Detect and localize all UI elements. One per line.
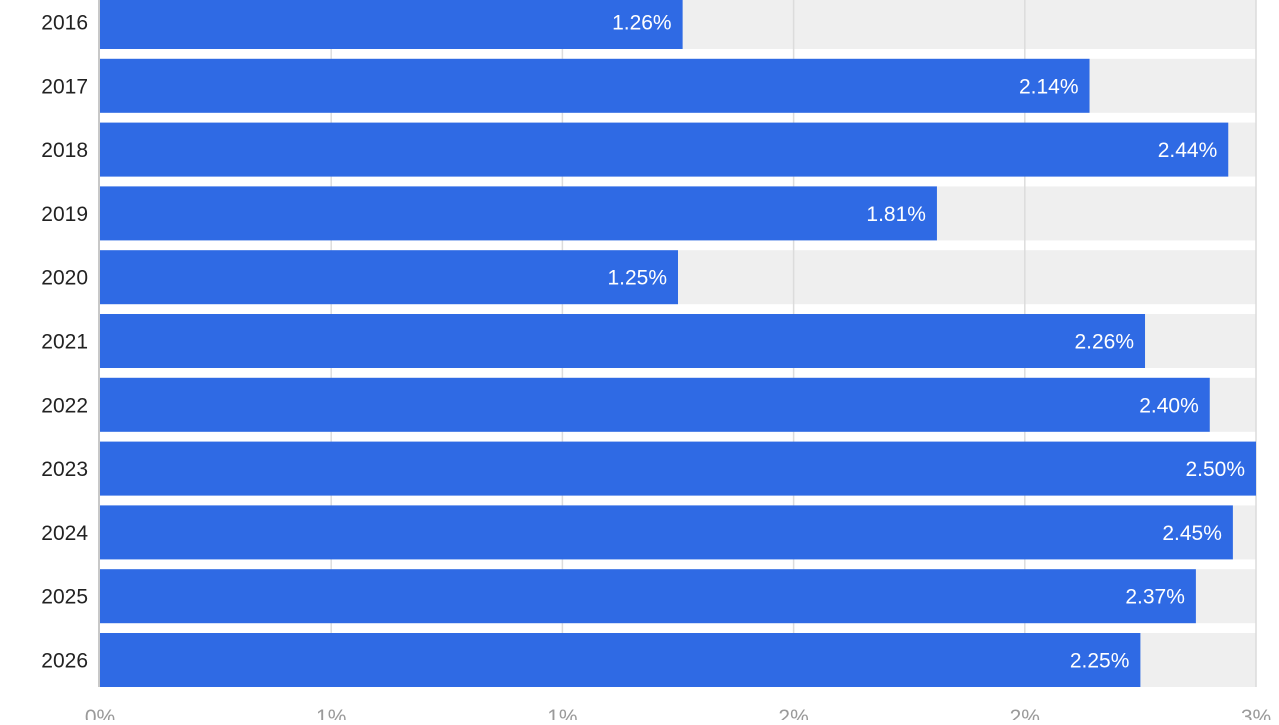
bar (100, 569, 1196, 624)
category-label: 2024 (41, 522, 88, 545)
x-tick-label: 1% (547, 706, 577, 720)
category-label: 2023 (41, 458, 88, 481)
category-label: 2019 (41, 203, 88, 226)
bars (100, 0, 1256, 687)
category-label: 2025 (41, 586, 88, 609)
bar (100, 250, 678, 305)
category-label: 2022 (41, 394, 88, 417)
bar (100, 122, 1229, 177)
bar-value-label: 1.25% (607, 267, 667, 290)
x-tick-label: 2% (778, 706, 808, 720)
category-label: 2020 (41, 267, 88, 290)
bar (100, 314, 1146, 368)
bar-value-label: 1.81% (866, 203, 926, 226)
category-label: 2026 (41, 650, 88, 673)
bar (100, 505, 1233, 560)
bar-value-label: 2.45% (1162, 522, 1222, 545)
bar (100, 0, 683, 49)
bar (100, 441, 1256, 496)
x-tick-label: 0% (85, 706, 115, 720)
category-label: 2017 (41, 75, 88, 98)
category-label: 2018 (41, 139, 88, 162)
bar-value-label: 2.14% (1019, 75, 1079, 98)
category-label: 2016 (41, 12, 88, 35)
labels: 0% 1% 1% 2% 2% 3% 2016 1.26% 2017 2.14% 2018 2.44% 2… (41, 12, 1271, 725)
bar-value-label: 2.37% (1125, 586, 1185, 609)
bar (100, 58, 1090, 113)
category-label: 2021 (41, 331, 88, 354)
x-tick-label: 1% (316, 706, 346, 720)
bar-value-label: 2.26% (1074, 331, 1134, 354)
x-tick-label: 2% (1010, 706, 1040, 720)
bar-value-label: 2.44% (1158, 139, 1218, 162)
bar-value-label: 2.40% (1139, 394, 1199, 417)
bar-value-label: 2.25% (1070, 650, 1130, 673)
x-tick-label: 3% (1241, 706, 1271, 720)
bar (100, 186, 937, 241)
bar (100, 633, 1141, 687)
bar-value-label: 1.26% (612, 12, 672, 35)
bar (100, 377, 1210, 432)
bar-value-label: 2.50% (1185, 458, 1245, 481)
